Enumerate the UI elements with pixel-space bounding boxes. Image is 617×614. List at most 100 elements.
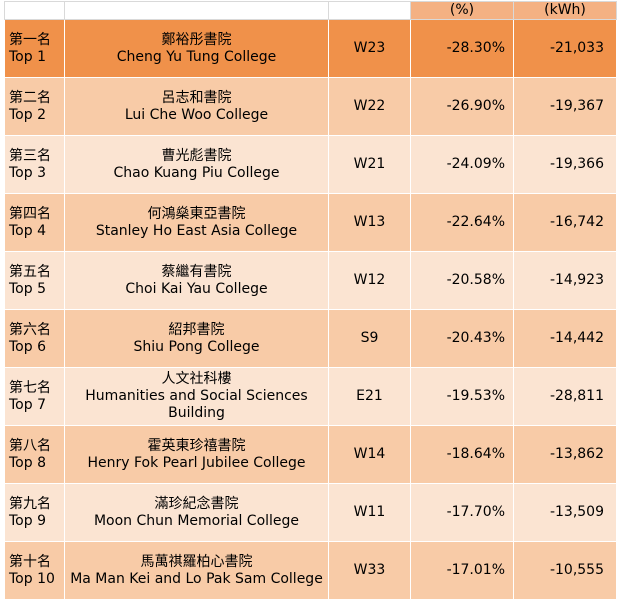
name-en: Shiu Pong College (133, 338, 260, 355)
name-en: Ma Man Kei and Lo Pak Sam College (70, 570, 323, 587)
name-cell: 呂志和書院 Lui Che Woo College (64, 77, 329, 136)
name-cell: 蔡繼有書院 Choi Kai Yau College (64, 251, 329, 310)
rank-zh: 第八名 (9, 437, 51, 454)
name-en: Moon Chun Memorial College (93, 512, 300, 529)
kwh-cell: -13,862 (513, 425, 617, 484)
code-cell: W11 (328, 483, 411, 542)
kwh-cell: -14,923 (513, 251, 617, 310)
name-zh: 曹光彪書院 (161, 147, 232, 164)
name-zh: 何鴻燊東亞書院 (147, 205, 246, 222)
rank-zh: 第九名 (9, 495, 51, 512)
table-row: 第二名 Top 2 呂志和書院 Lui Che Woo College W22 -2… (4, 77, 617, 136)
name-zh: 馬萬祺羅柏心書院 (140, 553, 253, 570)
pct-cell: -20.43% (410, 309, 514, 368)
rank-cell: 第六名 Top 6 (4, 309, 65, 368)
rank-cell: 第十名 Top 10 (4, 541, 65, 600)
rank-en: Top 6 (9, 338, 46, 355)
table-row: 第九名 Top 9 滿珍紀念書院 Moon Chun Memorial Colleg… (4, 483, 617, 542)
kwh-cell: -19,367 (513, 77, 617, 136)
header-pct-unit: (%) (410, 1, 514, 20)
rank-en: Top 5 (9, 280, 46, 297)
rank-zh: 第十名 (9, 553, 51, 570)
kwh-cell: -14,442 (513, 309, 617, 368)
rank-en: Top 3 (9, 164, 46, 181)
table-row: 第四名 Top 4 何鴻燊東亞書院 Stanley Ho East Asia Col… (4, 193, 617, 252)
name-en: Chao Kuang Piu College (113, 164, 280, 181)
code-cell: W13 (328, 193, 411, 252)
rank-zh: 第六名 (9, 321, 51, 338)
table-row: 第七名 Top 7 人文社科樓 Humanities and Social Scie… (4, 367, 617, 426)
kwh-cell: -19,366 (513, 135, 617, 194)
name-cell: 鄭裕彤書院 Cheng Yu Tung College (64, 19, 329, 78)
kwh-cell: -10,555 (513, 541, 617, 600)
name-cell: 何鴻燊東亞書院 Stanley Ho East Asia College (64, 193, 329, 252)
kwh-cell: -16,742 (513, 193, 617, 252)
rank-zh: 第三名 (9, 147, 51, 164)
code-cell: W12 (328, 251, 411, 310)
name-en: Choi Kai Yau College (125, 280, 268, 297)
ranking-table: (%) (kWh) 第一名 Top 1 鄭裕彤書院 Cheng Yu Tung Co… (4, 1, 617, 600)
rank-cell: 第二名 Top 2 (4, 77, 65, 136)
rank-en: Top 9 (9, 512, 46, 529)
name-zh: 霍英東珍禧書院 (147, 437, 246, 454)
pct-cell: -17.01% (410, 541, 514, 600)
kwh-cell: -21,033 (513, 19, 617, 78)
rank-zh: 第二名 (9, 89, 51, 106)
name-cell: 馬萬祺羅柏心書院 Ma Man Kei and Lo Pak Sam Colleg… (64, 541, 329, 600)
table-row: 第八名 Top 8 霍英東珍禧書院 Henry Fok Pearl Jubilee … (4, 425, 617, 484)
name-zh: 滿珍紀念書院 (154, 495, 239, 512)
header-name (64, 1, 329, 20)
code-cell: W33 (328, 541, 411, 600)
kwh-cell: -13,509 (513, 483, 617, 542)
rank-en: Top 1 (9, 48, 46, 65)
name-en: Henry Fok Pearl Jubilee College (87, 454, 306, 471)
code-cell: S9 (328, 309, 411, 368)
table-row: 第五名 Top 5 蔡繼有書院 Choi Kai Yau College W12 -… (4, 251, 617, 310)
name-zh: 人文社科樓 (161, 371, 232, 387)
table-row: 第六名 Top 6 紹邦書院 Shiu Pong College S9 -20.43… (4, 309, 617, 368)
name-cell: 人文社科樓 Humanities and Social Sciences Buil… (64, 367, 329, 426)
header-code (328, 1, 411, 20)
code-cell: W21 (328, 135, 411, 194)
rank-cell: 第五名 Top 5 (4, 251, 65, 310)
name-cell: 滿珍紀念書院 Moon Chun Memorial College (64, 483, 329, 542)
table-row: 第三名 Top 3 曹光彪書院 Chao Kuang Piu College W21… (4, 135, 617, 194)
pct-cell: -28.30% (410, 19, 514, 78)
pct-cell: -22.64% (410, 193, 514, 252)
table-row: 第一名 Top 1 鄭裕彤書院 Cheng Yu Tung College W23 … (4, 19, 617, 78)
name-zh: 紹邦書院 (168, 321, 225, 338)
code-cell: E21 (328, 367, 411, 426)
header-rank (4, 1, 65, 20)
table-row: 第十名 Top 10 馬萬祺羅柏心書院 Ma Man Kei and Lo Pak … (4, 541, 617, 600)
rank-en: Top 4 (9, 222, 46, 239)
rank-zh: 第五名 (9, 263, 51, 280)
name-zh: 蔡繼有書院 (161, 263, 232, 280)
name-cell: 曹光彪書院 Chao Kuang Piu College (64, 135, 329, 194)
rank-en: Top 8 (9, 454, 46, 471)
name-en: Lui Che Woo College (124, 106, 269, 123)
name-cell: 紹邦書院 Shiu Pong College (64, 309, 329, 368)
header-kwh-unit: (kWh) (513, 1, 617, 20)
pct-cell: -26.90% (410, 77, 514, 136)
pct-cell: -19.53% (410, 367, 514, 426)
pct-cell: -20.58% (410, 251, 514, 310)
pct-cell: -24.09% (410, 135, 514, 194)
kwh-cell: -28,811 (513, 367, 617, 426)
pct-cell: -17.70% (410, 483, 514, 542)
rank-cell: 第三名 Top 3 (4, 135, 65, 194)
name-en: Stanley Ho East Asia College (95, 222, 298, 239)
name-cell: 霍英東珍禧書院 Henry Fok Pearl Jubilee College (64, 425, 329, 484)
rank-cell: 第八名 Top 8 (4, 425, 65, 484)
header-row: (%) (kWh) (4, 1, 617, 20)
name-zh: 呂志和書院 (161, 89, 232, 106)
pct-cell: -18.64% (410, 425, 514, 484)
rank-cell: 第七名 Top 7 (4, 367, 65, 426)
rank-en: Top 10 (9, 570, 55, 587)
rank-zh: 第七名 (9, 379, 51, 396)
code-cell: W14 (328, 425, 411, 484)
name-en: Humanities and Social Sciences Building (85, 388, 308, 421)
rank-cell: 第四名 Top 4 (4, 193, 65, 252)
code-cell: W23 (328, 19, 411, 78)
rank-cell: 第一名 Top 1 (4, 19, 65, 78)
rank-en: Top 2 (9, 106, 46, 123)
